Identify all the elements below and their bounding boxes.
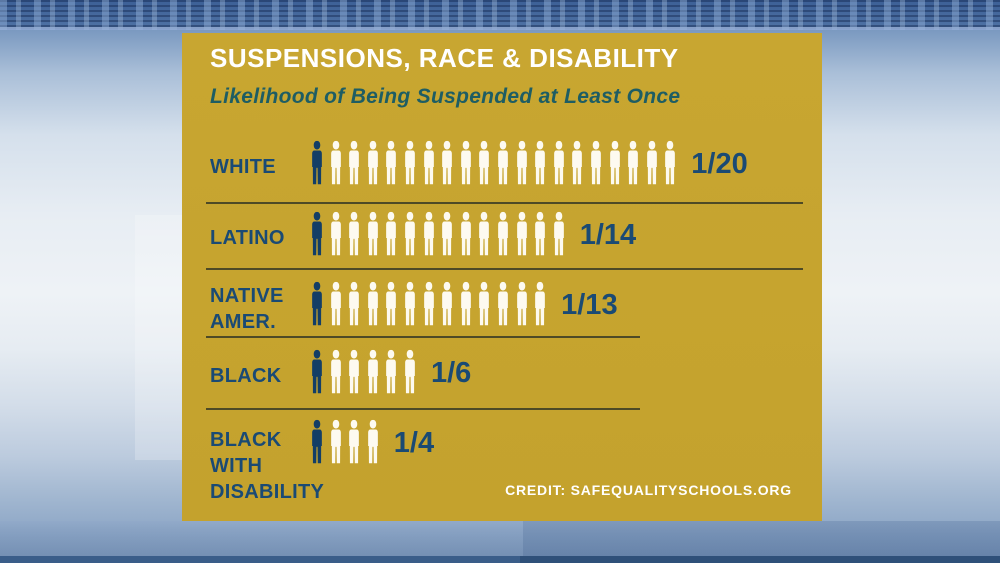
person-icon (330, 140, 341, 185)
row-divider (206, 202, 803, 204)
person-icon (349, 211, 360, 256)
chart-row-black: BLACK 1/6 (210, 349, 471, 397)
person-icon (516, 211, 527, 256)
person-icon (386, 349, 397, 394)
person-icon (330, 281, 341, 326)
person-icon (349, 349, 360, 394)
page-title: SUSPENSIONS, RACE & DISABILITY (210, 43, 679, 73)
category-label: BLACK WITH DISABILITY (210, 429, 325, 503)
credit-text: CREDIT: SAFEQUALITYSCHOOLS.ORG (505, 482, 792, 498)
background-bottom-strip (0, 556, 1000, 563)
fraction-label: 1/13 (561, 289, 618, 321)
person-icon (367, 211, 378, 256)
background-bottom-band (0, 521, 1000, 556)
person-icon (479, 211, 490, 256)
fraction-label: 1/20 (691, 148, 748, 180)
person-icon (349, 419, 360, 464)
person-icon (498, 140, 508, 185)
row-divider (206, 408, 640, 410)
person-icon (349, 281, 360, 326)
background-light-column (135, 215, 182, 460)
person-icons (310, 349, 417, 397)
background-ticker-band (0, 0, 1000, 30)
person-icon (423, 211, 434, 256)
person-icon (572, 140, 583, 185)
person-icon (460, 140, 471, 185)
person-icons (310, 211, 566, 259)
person-icons (310, 140, 677, 188)
person-icon (479, 140, 490, 185)
chart-row-latino: LATINO 1/14 (210, 211, 636, 259)
fraction-label: 1/14 (579, 219, 637, 251)
person-icon (330, 419, 341, 464)
row-divider (206, 268, 803, 270)
page-subtitle: Likelihood of Being Suspended at Least O… (210, 85, 681, 108)
person-icon (498, 281, 508, 326)
category-label: NATIVE AMER. (210, 285, 284, 333)
chart-row-white: WHITE 1/20 (210, 140, 748, 188)
person-icon (367, 140, 378, 185)
person-icon (312, 281, 322, 326)
person-icon (591, 140, 601, 185)
person-icon (442, 211, 453, 256)
person-icon (516, 140, 527, 185)
person-icon (386, 281, 397, 326)
person-icon (405, 211, 415, 256)
person-icon (386, 211, 397, 256)
person-icon (442, 281, 453, 326)
fraction-label: 1/4 (393, 427, 435, 459)
person-icons (310, 281, 547, 329)
person-icon (535, 281, 545, 326)
person-icon (498, 211, 508, 256)
person-icon (423, 140, 434, 185)
person-icon (553, 140, 564, 185)
person-icon (460, 281, 471, 326)
person-icon (665, 140, 676, 185)
person-icon (330, 349, 341, 394)
person-icon (460, 211, 471, 256)
person-icon (312, 419, 322, 464)
person-icon (367, 349, 378, 394)
person-icon (628, 140, 638, 185)
person-icon (405, 349, 415, 394)
row-divider (206, 336, 640, 338)
person-icon (535, 211, 545, 256)
person-icon (423, 281, 434, 326)
person-icon (646, 140, 657, 185)
person-icon (312, 349, 322, 394)
person-icon (330, 211, 341, 256)
person-icons (310, 419, 380, 467)
chart-row-black-with-disability: BLACK WITH DISABILITY 1/4 (210, 419, 434, 505)
person-icon (405, 281, 415, 326)
person-icon (367, 281, 378, 326)
chart-row-native-amer-: NATIVE AMER. 1/13 (210, 281, 618, 335)
person-icon (609, 140, 620, 185)
person-icon (367, 419, 378, 464)
person-icon (312, 211, 322, 256)
person-icon (312, 140, 322, 185)
person-icon (479, 281, 490, 326)
category-label: WHITE (210, 156, 276, 178)
fraction-label: 1/6 (430, 357, 472, 389)
person-icon (386, 140, 397, 185)
person-icon (553, 211, 564, 256)
person-icon (516, 281, 527, 326)
infographic-panel: SUSPENSIONS, RACE & DISABILITY Likelihoo… (182, 33, 822, 521)
category-label: BLACK (210, 365, 282, 387)
category-label: LATINO (210, 227, 285, 249)
person-icon (405, 140, 415, 185)
person-icon (349, 140, 360, 185)
person-icon (442, 140, 453, 185)
person-icon (535, 140, 545, 185)
